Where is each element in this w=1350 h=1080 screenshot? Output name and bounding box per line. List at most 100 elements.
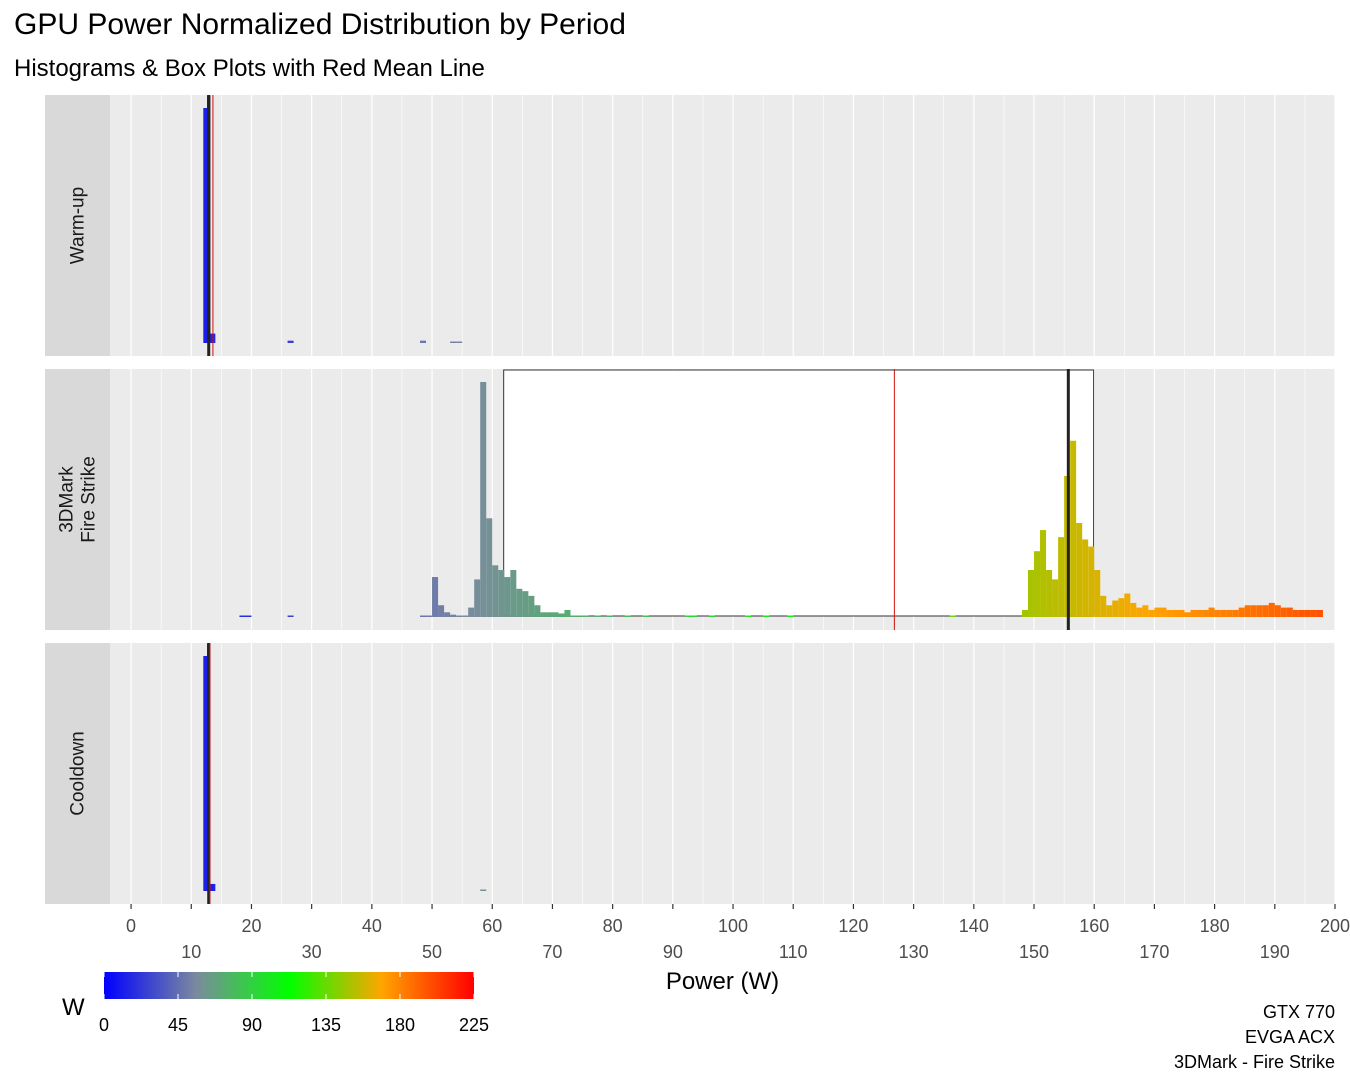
histogram-bar — [1100, 595, 1107, 617]
histogram-bar — [1130, 602, 1137, 617]
boxplot-box — [503, 369, 1095, 617]
x-tick-label: 70 — [542, 942, 562, 962]
histogram-bar — [1034, 551, 1041, 617]
histogram-bar — [209, 333, 216, 343]
histogram-bar — [456, 615, 463, 617]
histogram-bar — [690, 615, 697, 617]
histogram-bar — [1310, 609, 1317, 617]
histogram-bar — [558, 613, 565, 617]
histogram-bar — [462, 615, 469, 617]
histogram-bar — [1178, 609, 1185, 617]
histogram-bar — [1202, 609, 1209, 617]
histogram-bar — [504, 577, 511, 617]
legend-tick-label: 0 — [99, 1015, 109, 1035]
legend-title: W — [62, 994, 85, 1021]
caption-line: EVGA ACX — [1244, 1027, 1335, 1047]
histogram-bar — [480, 889, 487, 891]
histogram-bar — [606, 615, 613, 617]
histogram-bar — [444, 612, 451, 617]
histogram-bar — [203, 656, 210, 891]
histogram-bar — [498, 570, 505, 617]
histogram-bar — [1298, 609, 1305, 617]
histogram-bar — [245, 615, 252, 617]
facet-panel: 3DMarkFire Strike — [45, 369, 1336, 630]
histogram-bar — [1292, 609, 1299, 617]
legend-colorbar — [104, 972, 474, 999]
histogram-bar — [1124, 593, 1131, 617]
caption: GTX 770 EVGA ACX 3DMark - Fire Strike — [1174, 1000, 1335, 1075]
histogram-bar — [1046, 570, 1053, 617]
histogram-bar — [1274, 605, 1281, 617]
histogram-bar — [486, 518, 493, 617]
x-tick-label: 130 — [899, 942, 929, 962]
histogram-bar — [474, 579, 481, 617]
x-tick-label: 20 — [241, 916, 261, 936]
histogram-bar — [534, 605, 541, 617]
x-tick-label: 120 — [838, 916, 868, 936]
facet-label: Warm-up — [68, 187, 89, 264]
histogram-bar — [1058, 537, 1065, 617]
facet-label: Cooldown — [68, 731, 89, 816]
histogram-bar — [516, 588, 523, 617]
histogram-bar — [1136, 607, 1143, 617]
histogram-bar — [492, 565, 499, 617]
x-tick-label: 0 — [126, 916, 136, 936]
histogram-bar — [949, 615, 956, 617]
x-tick-label: 30 — [302, 942, 322, 962]
x-tick-label: 140 — [959, 916, 989, 936]
legend-tick-label: 225 — [459, 1015, 489, 1035]
facet-panel: Cooldown — [45, 643, 1336, 904]
x-tick-label: 150 — [1019, 942, 1049, 962]
histogram-bar — [745, 615, 752, 617]
histogram-bar — [426, 615, 433, 617]
x-tick-label: 80 — [603, 916, 623, 936]
histogram-bar — [1070, 440, 1077, 617]
histogram-bar — [1172, 609, 1179, 617]
histogram-bar — [1027, 570, 1035, 617]
x-tick-label: 100 — [718, 916, 748, 936]
facet-label-line: Warm-up — [68, 187, 89, 264]
histogram-bar — [432, 577, 439, 617]
histogram-bar — [564, 609, 571, 617]
histogram-bar — [456, 341, 463, 343]
x-tick-label: 110 — [779, 942, 808, 962]
histogram-bar — [420, 340, 427, 343]
x-tick-label: 50 — [422, 942, 442, 962]
histogram-bar — [450, 341, 457, 343]
histogram-bar — [1142, 605, 1149, 617]
histogram-bar — [1262, 605, 1269, 617]
histogram-bar — [1256, 605, 1263, 617]
histogram-bar — [1244, 605, 1251, 617]
x-tick-label: 10 — [181, 942, 201, 962]
histogram-bar — [1106, 605, 1113, 617]
histogram-bar — [1088, 546, 1095, 617]
histogram-bar — [1166, 609, 1173, 617]
caption-line: GTX 770 — [1262, 1002, 1335, 1022]
x-tick-label: 200 — [1320, 916, 1350, 936]
histogram-bar — [642, 615, 649, 617]
histogram-bar — [1118, 598, 1125, 617]
facet-strip — [45, 95, 110, 356]
facet-strip — [45, 369, 110, 630]
histogram-bar — [1220, 609, 1227, 617]
facet-label-line: Fire Strike — [79, 456, 100, 543]
chart-subtitle: Histograms & Box Plots with Red Mean Lin… — [14, 55, 485, 82]
legend-tick-label: 45 — [168, 1015, 188, 1035]
histogram-bar — [287, 615, 294, 617]
histogram-bar — [1148, 609, 1155, 617]
histogram-bar — [1040, 530, 1047, 617]
legend-tick-label: 135 — [311, 1015, 341, 1035]
histogram-bar — [287, 340, 294, 343]
histogram-bar — [576, 615, 583, 617]
histogram-bar — [594, 615, 601, 617]
x-axis-title: Power (W) — [666, 968, 779, 995]
histogram-bar — [1226, 609, 1233, 617]
x-tick-label: 170 — [1139, 942, 1169, 962]
histogram-bar — [1112, 600, 1119, 617]
histogram-bar — [239, 615, 246, 617]
histogram-bar — [763, 615, 770, 617]
histogram-bar — [1280, 607, 1287, 617]
histogram-bar — [1154, 607, 1161, 617]
histogram-bar — [480, 382, 487, 617]
